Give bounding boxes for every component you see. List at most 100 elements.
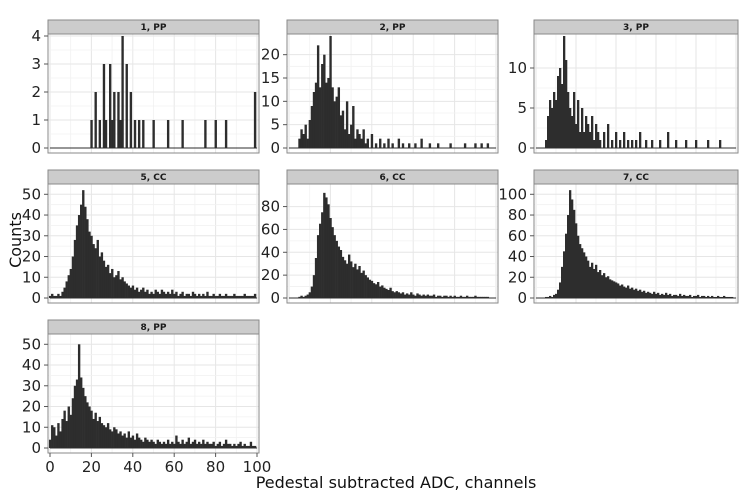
histogram-bar [229,443,232,448]
histogram-bar [587,124,590,148]
histogram-bar [57,423,60,448]
histogram-bar [173,293,176,298]
histogram-bar [152,441,155,448]
histogram-bar [591,116,594,148]
histogram-bar [249,295,253,298]
histogram-bar [63,287,66,298]
histogram-bar [96,421,99,448]
histogram-bar [637,290,640,298]
histogram-bar [430,295,434,298]
histogram-bar [605,277,608,298]
histogram-bar [364,275,367,298]
y-tick-label: 20 [22,248,41,266]
histogram-bar [88,231,91,298]
histogram-bar [329,36,332,148]
histogram-bar [298,296,301,298]
histogram-bar [222,443,226,448]
histogram-bar [627,285,630,298]
histogram-bar [463,296,467,298]
histogram-bar [408,143,411,148]
histogram-bar [218,441,222,448]
histogram-bar [339,250,343,298]
histogram-bar [434,296,438,298]
y-tick-label: 100 [498,185,527,203]
histogram-bar [416,293,419,298]
histogram-bar [77,344,81,448]
histogram-bar [327,78,330,148]
histogram-bar [639,289,642,298]
histogram-bar [472,296,475,298]
histogram-bar [397,138,401,148]
histogram-bar [476,296,479,298]
histogram-bar [335,96,338,148]
histogram-bar [86,219,89,298]
histogram-bar [144,437,147,448]
histogram-bar [585,116,588,148]
histogram-bar [643,290,646,298]
histogram-bar [577,235,580,298]
y-tick-label: 2 [31,83,41,101]
histogram-bar [727,296,730,298]
histogram-bar [545,296,548,298]
histogram-bar [61,418,64,448]
histogram-bar [121,277,124,298]
histogram-bar [347,254,351,298]
histogram-bar [86,402,89,448]
histogram-bar [611,280,614,298]
y-tick-label: 10 [22,418,41,436]
histogram-bar [591,262,594,298]
histogram-bar [551,108,554,148]
histogram-bar [108,64,112,148]
histogram-bar [629,288,632,298]
histogram-bar [245,295,248,298]
histogram-bar [553,92,556,148]
histogram-bar [383,287,386,298]
histogram-bar [555,293,558,298]
histogram-bar [53,295,56,298]
histogram-bar [206,441,209,448]
histogram-bar [119,431,122,448]
y-tick-label: 5 [270,116,280,134]
histogram-bar [647,291,650,298]
histogram-bar [573,209,576,298]
histogram-bar [247,295,251,298]
histogram-bar [175,435,178,448]
histogram-bar [253,92,257,148]
histogram-bar [300,295,303,298]
histogram-bar [237,295,240,298]
histogram-bar [585,256,588,298]
histogram-bar [229,295,232,298]
histogram-bar [619,285,622,298]
histogram-bar [368,279,372,298]
histogram-bar [102,64,106,148]
y-tick-label: 0 [31,289,41,307]
y-tick-label: 50 [22,185,41,203]
histogram-bar [179,443,182,448]
histogram-bar [102,425,106,448]
histogram-bar [133,289,137,298]
histogram-bar [331,227,334,298]
histogram-bar [253,293,257,298]
histogram-bar [142,441,145,448]
histogram-bar [119,120,122,148]
histogram-bar [100,423,104,448]
histogram-bar [422,294,425,298]
histogram-bar [655,293,658,298]
panel-border [47,333,260,454]
histogram-bar [61,291,64,298]
histogram-bar [202,293,205,298]
histogram-bar [707,140,710,148]
histogram-bar [67,406,70,448]
histogram-bar [559,68,562,148]
histogram-bar [347,134,351,148]
histogram-bar [599,270,602,298]
histogram-bar [84,396,87,448]
histogram-bar [455,296,459,298]
histogram-bar [569,190,572,298]
histogram-bar [88,406,91,448]
histogram-bar [94,412,97,448]
histogram-bar [189,295,193,298]
histogram-bar [374,143,378,148]
histogram-bar [237,443,240,448]
histogram-bar [669,293,672,298]
